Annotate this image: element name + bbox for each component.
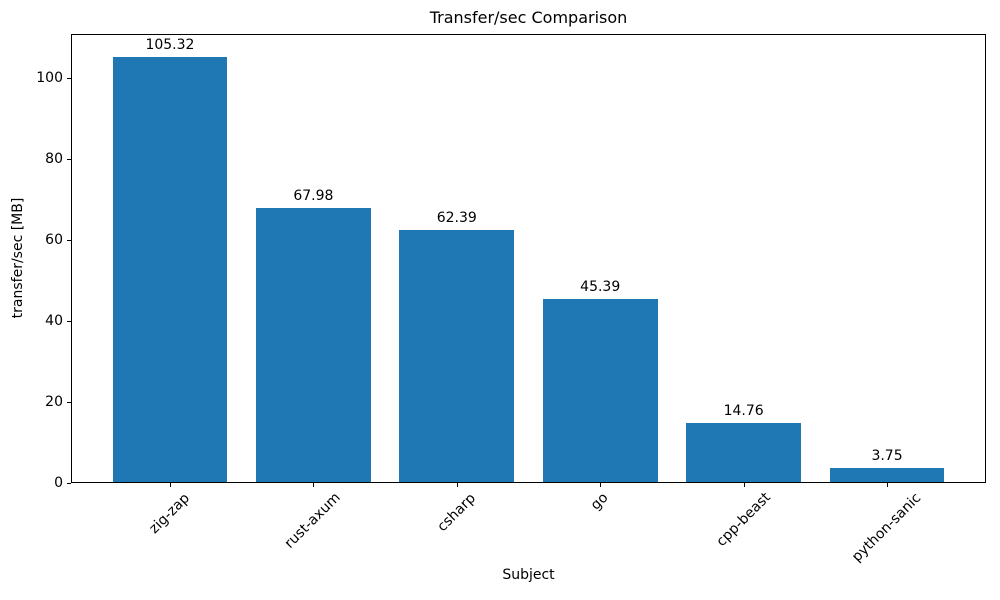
bar-value-label: 14.76 [723, 403, 764, 420]
x-tick-label: rust-axum [281, 490, 345, 553]
y-tick-mark [67, 159, 71, 160]
bar-csharp [399, 230, 515, 482]
bar-value-label: 105.32 [145, 36, 195, 53]
y-axis-label: transfer/sec [MB] [10, 197, 26, 319]
y-tick-label: 100 [36, 70, 63, 86]
y-tick-label: 20 [45, 394, 63, 410]
x-tick-label: python-sanic [849, 489, 925, 566]
x-tick-label: go [588, 489, 612, 514]
x-tick-mark [457, 483, 458, 487]
y-tick-mark [67, 78, 71, 79]
y-tick-label: 60 [45, 232, 63, 248]
x-tick-label: zig-zap [146, 489, 193, 537]
x-tick-mark [744, 483, 745, 487]
y-tick-mark [67, 321, 71, 322]
y-tick-mark [67, 240, 71, 241]
x-tick-mark [600, 483, 601, 487]
x-tick-label: csharp [434, 489, 479, 535]
x-tick-label: cpp-beast [713, 489, 774, 551]
bar-value-label: 62.39 [436, 210, 477, 227]
bar-python-sanic [829, 467, 945, 482]
bar-value-label: 3.75 [871, 447, 903, 464]
bar-cpp-beast [686, 423, 801, 482]
y-tick-mark [67, 402, 71, 403]
bar-value-label: 67.98 [293, 187, 334, 204]
bar-value-label: 45.39 [580, 279, 621, 296]
x-axis-label: Subject [502, 567, 555, 583]
x-tick-mark [170, 483, 171, 487]
bar-rust-axum [256, 207, 371, 482]
plot-area [71, 34, 986, 483]
chart-title: Transfer/sec Comparison [429, 8, 628, 27]
bar-go [542, 299, 658, 482]
bar-zig-zap [112, 56, 228, 482]
y-tick-label: 80 [45, 151, 63, 167]
x-tick-mark [887, 483, 888, 487]
y-tick-label: 40 [45, 313, 63, 329]
y-tick-label: 0 [54, 475, 63, 491]
y-tick-mark [67, 483, 71, 484]
x-tick-mark [313, 483, 314, 487]
